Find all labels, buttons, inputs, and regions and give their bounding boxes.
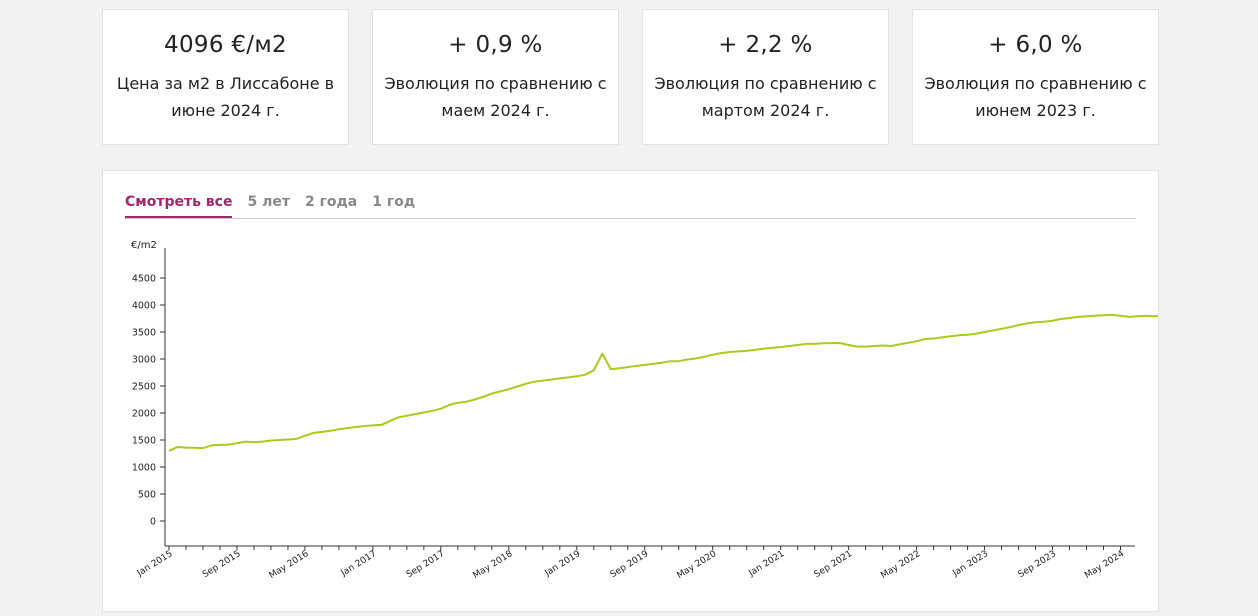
x-tick-label: Jan 2017 [339, 549, 379, 579]
x-tick-label: Jan 2015 [135, 549, 175, 579]
y-tick-label: 3500 [132, 328, 156, 339]
x-tick-label: Sep 2015 [201, 549, 243, 580]
y-tick-label: 4500 [132, 274, 156, 285]
price-line-chart: €/m2 0 500 1000 1500 2000 2500 3000 3500 4000 4500… [131, 240, 1158, 581]
y-tick-label: 2500 [132, 382, 156, 393]
x-tick-label: Sep 2023 [1017, 549, 1059, 580]
y-tick-label: 0 [150, 517, 156, 528]
y-tick-label: 1000 [132, 463, 156, 474]
stat-card-year: + 6,0 % Эволюция по сравнению с июнем 20… [912, 9, 1159, 145]
x-tick-label: May 2022 [879, 549, 922, 581]
stat-value: + 2,2 % [718, 32, 813, 58]
tab-1-year[interactable]: 1 год [372, 194, 416, 210]
tab-2-years[interactable]: 2 года [304, 194, 358, 210]
stat-label: Эволюция по сравнению с маем 2024 г. [384, 74, 607, 120]
x-tick-label: Sep 2017 [405, 549, 447, 580]
tab-all[interactable]: Смотреть все [125, 193, 233, 218]
y-tick-label: 4000 [132, 301, 156, 312]
stat-value: + 6,0 % [988, 32, 1083, 58]
x-tick-label: May 2018 [471, 549, 514, 581]
y-axis-title: €/m2 [131, 240, 157, 251]
stat-card-quarter: + 2,2 % Эволюция по сравнению с мартом 2… [642, 9, 889, 145]
price-series-line [168, 313, 1158, 452]
x-tick-label: May 2024 [1083, 549, 1126, 581]
x-tick-label: Sep 2019 [609, 549, 651, 580]
y-tick-label: 1500 [132, 436, 156, 447]
x-tick-label: May 2020 [675, 549, 718, 581]
x-tick-label: Jan 2021 [747, 549, 787, 579]
stat-label: Эволюция по сравнению с мартом 2024 г. [654, 74, 877, 120]
stat-card-price: 4096 €/м2 Цена за м2 в Лиссабоне в июне … [102, 9, 349, 145]
stat-value: + 0,9 % [448, 32, 543, 58]
tab-5-years[interactable]: 5 лет [247, 194, 290, 210]
stat-value: 4096 €/м2 [164, 32, 287, 58]
y-tick-label: 3000 [132, 355, 156, 366]
x-tick-label: Jan 2023 [950, 549, 990, 579]
stat-card-month: + 0,9 % Эволюция по сравнению с маем 202… [372, 9, 619, 145]
period-tabs: Смотреть все 5 лет 2 года 1 год [125, 193, 1136, 219]
chart-panel: Смотреть все 5 лет 2 года 1 год €/m2 0 500… [102, 170, 1159, 612]
stat-label: Цена за м2 в Лиссабоне в июне 2024 г. [116, 74, 335, 120]
x-tick-label: May 2016 [268, 549, 311, 581]
stat-label: Эволюция по сравнению с июнем 2023 г. [924, 74, 1147, 120]
x-tick-label: Sep 2021 [813, 549, 855, 580]
x-tick-label: Jan 2019 [543, 549, 583, 579]
y-tick-label: 500 [138, 490, 156, 501]
y-tick-label: 2000 [132, 409, 156, 420]
